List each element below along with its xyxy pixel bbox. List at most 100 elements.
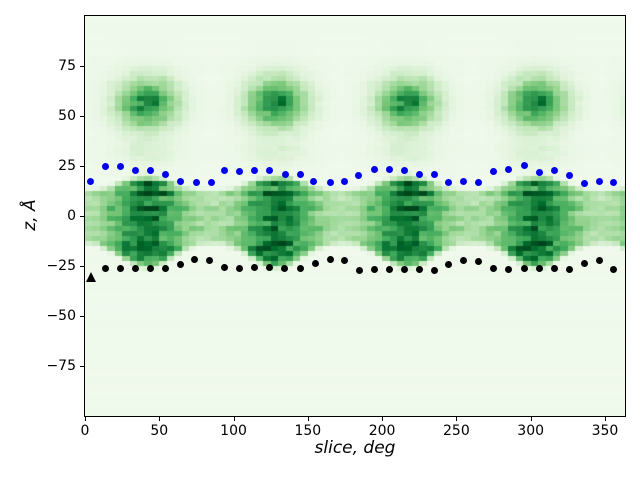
y-tick-label: 75 [58,58,76,74]
blue-dot [610,178,618,186]
black-dot [326,255,334,263]
y-tick [80,366,84,367]
blue-dot [146,166,154,174]
black-dot [415,265,423,273]
y-tick [80,216,84,217]
blue-dot [430,170,438,178]
black-dot [221,263,229,271]
blue-dot [326,178,334,186]
x-tick [307,417,309,421]
blue-dot [415,170,423,178]
y-tick [80,166,84,167]
triangle-marker [86,272,97,282]
y-tick-label: 0 [67,208,76,224]
blue-dot [192,178,200,186]
blue-dot [132,166,139,174]
black-dot [445,260,453,268]
blue-dot [521,161,529,169]
blue-dot [117,162,125,170]
x-tick [233,417,235,421]
black-dot [475,257,483,265]
blue-dot [296,170,304,178]
blue-dot [580,179,588,187]
blue-dot [445,178,453,186]
black-dot [550,264,558,272]
black-dot [356,266,364,274]
x-tick-label: 0 [80,423,90,439]
black-dot [311,259,319,267]
black-dot [146,264,154,272]
black-dot [250,263,258,271]
black-dot [102,264,110,272]
black-dot [580,259,588,267]
black-dot [595,256,603,264]
blue-dot [371,165,379,173]
blue-dot [176,177,184,185]
scatter-markers-layer [85,16,625,416]
x-tick [604,417,606,421]
x-tick-label: 250 [443,423,470,439]
blue-dot [595,177,603,185]
black-dot [371,265,379,273]
black-dot [161,264,169,272]
blue-dot [354,171,362,179]
blue-dot [250,166,258,174]
x-tick [159,417,161,421]
black-dot [117,264,125,272]
x-tick-label: 50 [150,423,169,439]
blue-dot [400,166,408,174]
y-tick [80,316,84,317]
black-dot [265,263,273,271]
black-dot [176,260,184,268]
black-dot [296,264,304,272]
x-tick-label: 300 [517,423,545,439]
black-dot [430,266,438,274]
blue-dot [235,167,243,175]
black-dot [386,265,394,273]
blue-dot [504,165,512,173]
blue-dot [207,178,215,186]
x-tick [85,417,86,421]
plot-area [84,15,626,417]
y-tick-label: 25 [58,158,76,174]
black-dot [490,264,498,272]
y-tick-label: 50 [58,108,76,124]
y-tick [80,266,84,267]
y-tick-label: −50 [46,308,76,324]
x-tick-label: 350 [591,423,619,439]
y-axis-label: z, Å [20,199,40,231]
black-dot [504,265,512,273]
black-dot [460,256,468,264]
x-tick-label: 200 [368,423,396,439]
black-dot [191,255,199,263]
black-dot [280,264,288,272]
blue-dot [386,165,394,173]
x-axis-label: slice, deg [314,438,396,458]
blue-dot [310,177,318,185]
blue-dot [490,167,498,175]
black-dot [400,265,408,273]
black-dot [610,265,618,273]
black-dot [341,256,349,264]
x-tick-label: 100 [220,423,247,439]
black-dot [521,264,529,272]
x-tick-label: 150 [294,423,322,439]
blue-dot [102,162,110,170]
blue-dot [265,166,273,174]
black-dot [536,264,544,272]
blue-dot [536,168,544,176]
y-tick-label: −75 [46,358,76,374]
y-tick [80,66,84,67]
blue-dot [87,177,95,185]
blue-dot [475,178,483,186]
y-tick [80,116,84,117]
blue-dot [161,170,169,178]
black-dot [235,264,243,272]
blue-dot [550,166,558,174]
heatmap-canvas [85,16,625,416]
blue-dot [565,171,573,179]
x-tick [382,417,384,421]
blue-dot [282,170,290,178]
blue-dot [460,177,468,185]
